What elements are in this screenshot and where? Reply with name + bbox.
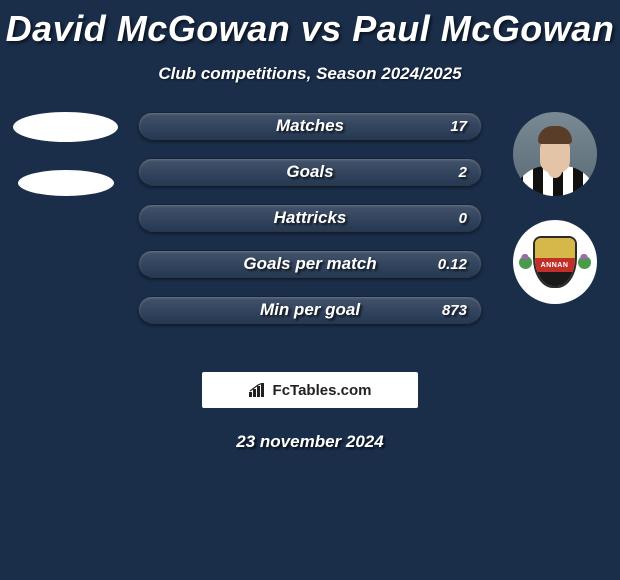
player-left-column [8,112,123,196]
stat-right-value: 0 [459,205,467,231]
bar-chart-icon [249,383,267,397]
stat-right-value: 0.12 [438,251,467,277]
stat-label: Goals per match [139,251,481,277]
stat-right-value: 17 [450,113,467,139]
stat-label: Goals [139,159,481,185]
stat-bars: Matches 17 Goals 2 Hattricks 0 Goals per… [138,112,482,342]
stat-right-value: 873 [442,297,467,323]
stat-label: Hattricks [139,205,481,231]
watermark: FcTables.com [202,372,418,408]
player-left-crest-placeholder [18,170,114,196]
stat-row-goals-per-match: Goals per match 0.12 [138,250,482,278]
player-right-avatar [513,112,597,196]
stat-row-hattricks: Hattricks 0 [138,204,482,232]
stat-label: Matches [139,113,481,139]
stat-right-value: 2 [459,159,467,185]
stat-row-matches: Matches 17 [138,112,482,140]
comparison-area: ANNAN Matches 17 Goals 2 Hattricks 0 Goa… [0,112,620,352]
comparison-date: 23 november 2024 [0,432,620,452]
stat-label: Min per goal [139,297,481,323]
stat-row-min-per-goal: Min per goal 873 [138,296,482,324]
player-right-club-crest: ANNAN [513,220,597,304]
player-left-avatar-placeholder [13,112,118,142]
stat-row-goals: Goals 2 [138,158,482,186]
watermark-text: FcTables.com [273,382,372,399]
crest-text: ANNAN [541,262,569,269]
player-right-column: ANNAN [497,112,612,304]
comparison-subtitle: Club competitions, Season 2024/2025 [0,64,620,84]
comparison-title: David McGowan vs Paul McGowan [0,0,620,50]
